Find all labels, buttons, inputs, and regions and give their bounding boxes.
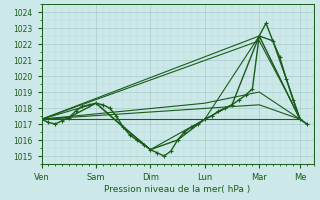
- X-axis label: Pression niveau de la mer( hPa ): Pression niveau de la mer( hPa ): [104, 185, 251, 194]
